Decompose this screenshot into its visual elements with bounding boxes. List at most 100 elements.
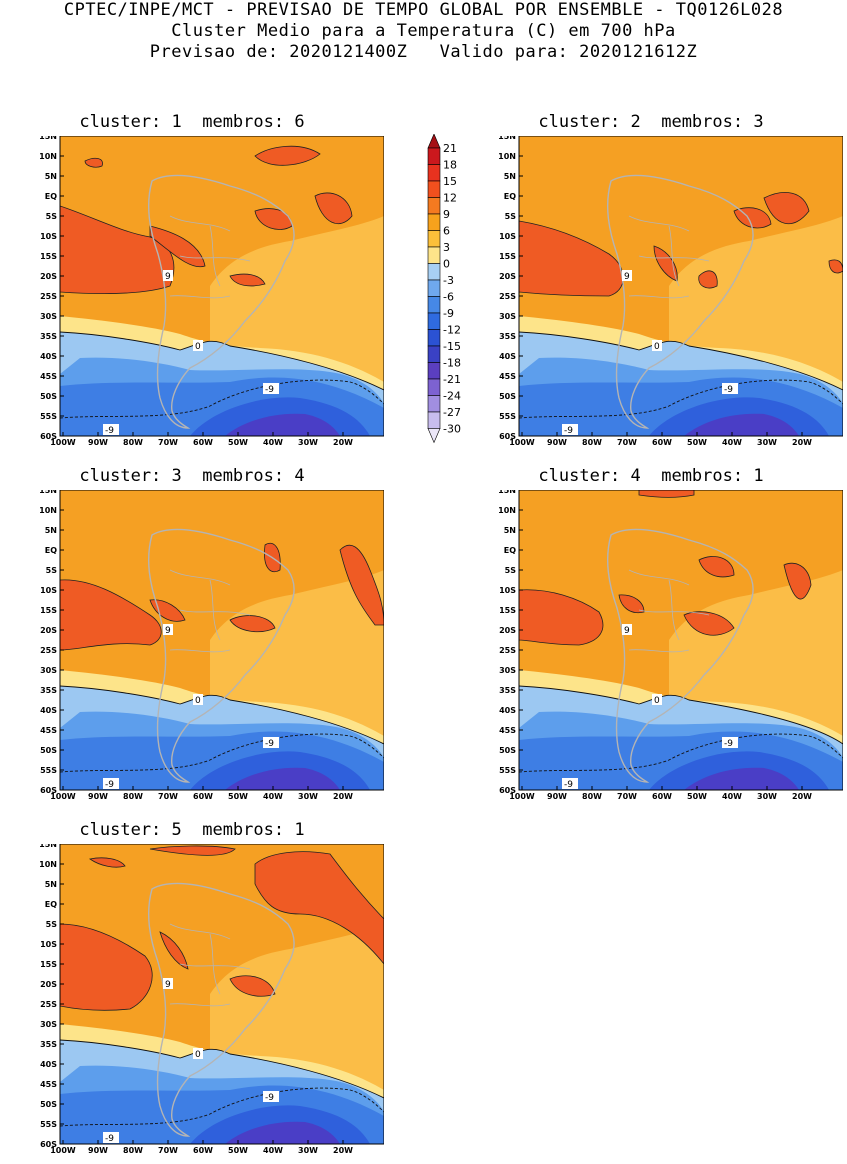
hot-region-6 [828, 259, 843, 274]
header-line-1: CPTEC/INPE/MCT - PREVISAO DE TEMPO GLOBA… [63, 0, 784, 20]
hot-region-5 [159, 931, 189, 970]
lat-tick-label: 45S [40, 372, 57, 381]
map-canvas: 9 0 -9 -9 15N 10N 5N EQ 5S 10S 15S 20S 25S 30S 35S 40S 4… [39, 490, 384, 801]
lon-tick-label: 50W [228, 438, 248, 447]
hot-region-3 [763, 192, 810, 225]
lat-tick-label: 40S [499, 706, 516, 715]
lat-tick-label: 10S [40, 940, 57, 949]
hot-region-1 [60, 205, 175, 295]
lon-tick-label: 90W [88, 792, 108, 801]
lat-tick-label: 15N [39, 844, 57, 849]
lat-tick-label: EQ [45, 192, 57, 201]
colorbar-level-label: -27 [443, 406, 461, 419]
map-panel-cluster-1: cluster: 1 membros: 6 9 0 -9 -9 15N 10N 5N EQ 5S… [0, 112, 384, 452]
contour-label: 9 [624, 626, 630, 636]
country-borders [628, 569, 710, 653]
lat-tick-label: 25S [499, 646, 516, 655]
lat-tick-label: 55S [40, 1120, 57, 1129]
colorbar-bottom-arrow [427, 428, 441, 444]
contour-label: 0 [195, 342, 201, 352]
lon-tick-label: 60W [193, 438, 213, 447]
lat-tick-label: 45S [40, 726, 57, 735]
contour-label: -9 [564, 426, 573, 436]
south-america-coastline [606, 528, 754, 783]
colorbar-bin [427, 164, 441, 182]
contour-label: -9 [265, 739, 274, 749]
lon-tick-label: 100W [50, 438, 76, 447]
contour-label: 0 [654, 342, 660, 352]
hot-region-1 [60, 579, 162, 651]
lat-tick-label: 35S [499, 332, 516, 341]
lat-tick-label: 5S [505, 212, 517, 221]
lat-tick-label: 25S [499, 292, 516, 301]
lat-tick-label: 15S [40, 606, 57, 615]
lat-tick-label: 15S [40, 252, 57, 261]
colorbar-level-label: -9 [443, 307, 454, 320]
hot-region-3 [229, 615, 276, 633]
colorbar-level-label: -30 [443, 423, 461, 436]
lon-tick-label: 30W [757, 792, 777, 801]
violet-core [225, 767, 340, 790]
contour-label: -9 [265, 1093, 274, 1103]
hot-region-2 [683, 611, 735, 636]
lon-tick-label: 40W [263, 438, 283, 447]
lat-tick-label: 60S [40, 1140, 57, 1149]
lon-tick-label: 20W [792, 438, 812, 447]
lat-tick-label: 55S [499, 766, 516, 775]
colorbar-bin [427, 395, 441, 413]
south-america-coastline [147, 174, 295, 429]
lat-tick-label: 25S [40, 646, 57, 655]
map-panel-cluster-5: cluster: 5 membros: 1 9 0 -9 -9 15N 10N 5N EQ 5S… [0, 820, 384, 1160]
lat-tick-label: 15N [498, 490, 516, 495]
lat-tick-label: 55S [40, 412, 57, 421]
colorbar-bin [427, 345, 441, 363]
hot-region-3 [254, 145, 321, 166]
contour-label: -9 [724, 739, 733, 749]
contour-label: -9 [564, 780, 573, 790]
colorbar-bin [427, 411, 441, 429]
lat-tick-label: EQ [504, 192, 516, 201]
isotherm-minus-9 [519, 379, 843, 419]
country-borders [169, 215, 251, 299]
colorbar-level-label: -3 [443, 274, 454, 287]
hot-region-4 [254, 208, 293, 230]
colorbar-level-label: -15 [443, 340, 461, 353]
lat-tick-label: 10N [498, 506, 516, 515]
lon-tick-label: 100W [50, 1146, 76, 1155]
lat-tick-label: 45S [40, 1080, 57, 1089]
hot-region-6 [229, 273, 266, 287]
lat-tick-label: 20S [499, 272, 516, 281]
lat-tick-label: 50S [499, 746, 516, 755]
lon-tick-label: 50W [228, 1146, 248, 1155]
lat-tick-label: 20S [40, 980, 57, 989]
lat-tick-label: 15S [499, 252, 516, 261]
contour-label: 0 [654, 696, 660, 706]
lat-tick-label: 35S [40, 686, 57, 695]
lat-tick-label: 20S [40, 272, 57, 281]
contour-label: 9 [624, 272, 630, 282]
lon-tick-label: 100W [509, 438, 535, 447]
isotherm-0 [60, 1039, 384, 1099]
colorbar-level-label: -18 [443, 357, 461, 370]
hot-region-1 [60, 923, 153, 1011]
lat-tick-label: 10S [40, 586, 57, 595]
lat-tick-label: 60S [499, 432, 516, 441]
hot-region-5 [783, 562, 812, 600]
lat-tick-label: 5N [504, 172, 516, 181]
lat-tick-label: 20S [499, 626, 516, 635]
hot-region-5 [314, 192, 353, 225]
lat-tick-label: 30S [40, 666, 57, 675]
lat-tick-label: 10S [499, 232, 516, 241]
hot-region-1 [519, 589, 604, 646]
colorbar-top-arrow [427, 134, 441, 149]
lat-tick-label: 45S [499, 372, 516, 381]
map-panel-cluster-3: cluster: 3 membros: 4 9 0 -9 -9 15N 10N 5N EQ 5S… [0, 466, 384, 806]
colorbar-bin [427, 147, 441, 165]
lon-tick-label: 70W [158, 1146, 178, 1155]
hot-region-2 [149, 225, 206, 268]
colorbar-bin [427, 197, 441, 215]
country-borders [169, 569, 251, 653]
lat-tick-label: 25S [40, 292, 57, 301]
lon-tick-label: 70W [617, 438, 637, 447]
hot-region-5 [339, 544, 384, 626]
